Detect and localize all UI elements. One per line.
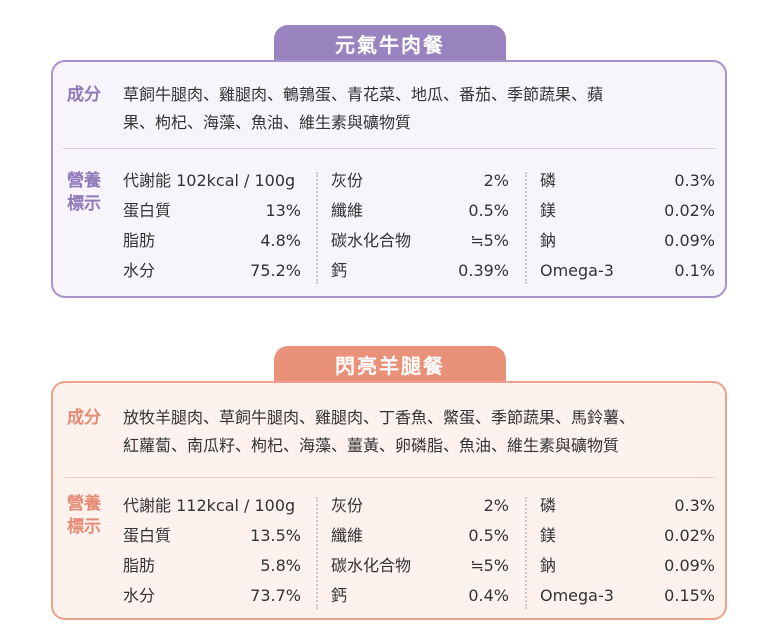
card-title-tab: 元氣牛肉餐 <box>274 25 506 61</box>
product-card: 成分 放牧羊腿肉、草飼牛腿肉、雞腿肉、丁香魚、鱉蛋、季節蔬果、馬鈴薯、 紅蘿蔔、… <box>51 381 727 620</box>
nutrition-row: 鈉 0.09% <box>540 555 715 577</box>
ingredients-line: 果、枸杞、海藻、魚油、維生素與礦物質 <box>123 113 412 132</box>
ingredients-line: 草飼牛腿肉、雞腿肉、鵪鶉蛋、青花菜、地瓜、番茄、季節蔬果、蘋 <box>123 85 604 104</box>
card-title-tab: 閃亮羊腿餐 <box>274 346 506 382</box>
ingredients-label: 成分 <box>67 85 101 105</box>
nutrient-name: 蛋白質 <box>123 201 172 220</box>
divider <box>63 477 715 478</box>
product-card: 成分 草飼牛腿肉、雞腿肉、鵪鶉蛋、青花菜、地瓜、番茄、季節蔬果、蘋 果、枸杞、海… <box>51 60 727 298</box>
nutrient-name: 灰份 <box>331 496 364 515</box>
nutrition-label-line: 營養 <box>67 171 101 191</box>
nutrient-value: 0.02% <box>664 526 715 545</box>
nutrition-label: 營養 標示 <box>67 493 107 539</box>
column-separator <box>316 497 318 609</box>
nutrition-label-line: 標示 <box>67 194 101 214</box>
nutrient-value: 2% <box>483 496 509 515</box>
nutrition-row: Omega-3 0.15% <box>540 585 715 607</box>
nutrient-name: 碳水化合物 <box>331 556 412 575</box>
nutrition-row: 灰份 2% <box>331 495 509 517</box>
nutrition-label-line: 標示 <box>67 517 101 537</box>
nutrient-name: 鎂 <box>540 201 557 220</box>
nutrition-row: 脂肪 5.8% <box>123 555 301 577</box>
nutrition-row: 蛋白質 13.5% <box>123 525 301 547</box>
nutrient-value: 0.3% <box>674 171 715 190</box>
nutrient-name: 鈣 <box>331 586 348 605</box>
nutrition-row: 磷 0.3% <box>540 170 715 192</box>
nutrient-value: ≒5% <box>470 556 509 575</box>
nutrient-name: 蛋白質 <box>123 526 172 545</box>
nutrition-row: 鎂 0.02% <box>540 525 715 547</box>
nutrient-value: 4.8% <box>260 231 301 250</box>
divider <box>63 148 715 149</box>
column-separator <box>316 172 318 284</box>
nutrition-row: 灰份 2% <box>331 170 509 192</box>
nutrient-value: ≒5% <box>470 231 509 250</box>
nutrient-name: 纖維 <box>331 526 364 545</box>
nutrient-value: 0.5% <box>468 526 509 545</box>
nutrient-value: 0.09% <box>664 231 715 250</box>
nutrition-row: 鈣 0.4% <box>331 585 509 607</box>
nutrient-name: 鈣 <box>331 261 348 280</box>
ingredients-line: 紅蘿蔔、南瓜籽、枸杞、海藻、薑黃、卵磷脂、魚油、維生素與礦物質 <box>123 436 620 455</box>
nutrient-value: 0.5% <box>468 201 509 220</box>
nutrient-name: 脂肪 <box>123 231 156 250</box>
column-separator <box>525 497 527 609</box>
nutrition-row: 碳水化合物 ≒5% <box>331 230 509 252</box>
nutrient-name: 代謝能 112kcal / 100g <box>123 496 296 515</box>
ingredients-label: 成分 <box>67 408 101 428</box>
nutrient-value: 75.2% <box>250 261 301 280</box>
card-title: 元氣牛肉餐 <box>335 32 445 57</box>
nutrition-row: 代謝能 102kcal / 100g <box>123 170 301 192</box>
nutrition-row: Omega-3 0.1% <box>540 260 715 282</box>
ingredients-text: 放牧羊腿肉、草飼牛腿肉、雞腿肉、丁香魚、鱉蛋、季節蔬果、馬鈴薯、 紅蘿蔔、南瓜籽… <box>123 404 719 460</box>
nutrient-name: 碳水化合物 <box>331 231 412 250</box>
nutrition-row: 脂肪 4.8% <box>123 230 301 252</box>
nutrient-name: 水分 <box>123 586 156 605</box>
nutrient-value: 0.4% <box>468 586 509 605</box>
nutrient-name: 磷 <box>540 171 557 190</box>
nutrient-value: 0.39% <box>458 261 509 280</box>
nutrient-value: 0.15% <box>664 586 715 605</box>
column-separator <box>525 172 527 284</box>
nutrient-name: 磷 <box>540 496 557 515</box>
nutrient-value: 0.3% <box>674 496 715 515</box>
nutrition-row: 鎂 0.02% <box>540 200 715 222</box>
nutrient-value: 13.5% <box>250 526 301 545</box>
nutrient-name: 鎂 <box>540 526 557 545</box>
nutrition-row: 碳水化合物 ≒5% <box>331 555 509 577</box>
nutrient-value: 0.09% <box>664 556 715 575</box>
nutrient-value: 0.02% <box>664 201 715 220</box>
nutrition-row: 蛋白質 13% <box>123 200 301 222</box>
nutrition-label: 營養 標示 <box>67 170 107 216</box>
nutrient-value: 5.8% <box>260 556 301 575</box>
nutrition-row: 磷 0.3% <box>540 495 715 517</box>
nutrition-label-line: 營養 <box>67 494 101 514</box>
nutrition-row: 水分 73.7% <box>123 585 301 607</box>
nutrient-name: 代謝能 102kcal / 100g <box>123 171 296 190</box>
nutrient-name: 纖維 <box>331 201 364 220</box>
ingredients-line: 放牧羊腿肉、草飼牛腿肉、雞腿肉、丁香魚、鱉蛋、季節蔬果、馬鈴薯、 <box>123 408 636 427</box>
nutrition-row: 纖維 0.5% <box>331 525 509 547</box>
nutrient-name: 鈉 <box>540 231 557 250</box>
nutrient-value: 2% <box>483 171 509 190</box>
nutrient-name: Omega-3 <box>540 261 614 280</box>
nutrition-row: 水分 75.2% <box>123 260 301 282</box>
nutrition-row: 鈣 0.39% <box>331 260 509 282</box>
nutrient-value: 73.7% <box>250 586 301 605</box>
nutrient-name: 鈉 <box>540 556 557 575</box>
nutrition-row: 鈉 0.09% <box>540 230 715 252</box>
ingredients-text: 草飼牛腿肉、雞腿肉、鵪鶉蛋、青花菜、地瓜、番茄、季節蔬果、蘋 果、枸杞、海藻、魚… <box>123 81 719 137</box>
nutrition-row: 纖維 0.5% <box>331 200 509 222</box>
nutrition-row: 代謝能 112kcal / 100g <box>123 495 301 517</box>
nutrient-name: 灰份 <box>331 171 364 190</box>
nutrient-name: 脂肪 <box>123 556 156 575</box>
nutrient-value: 0.1% <box>674 261 715 280</box>
nutrient-value: 13% <box>265 201 301 220</box>
card-title: 閃亮羊腿餐 <box>335 353 445 378</box>
nutrient-name: Omega-3 <box>540 586 614 605</box>
nutrient-name: 水分 <box>123 261 156 280</box>
